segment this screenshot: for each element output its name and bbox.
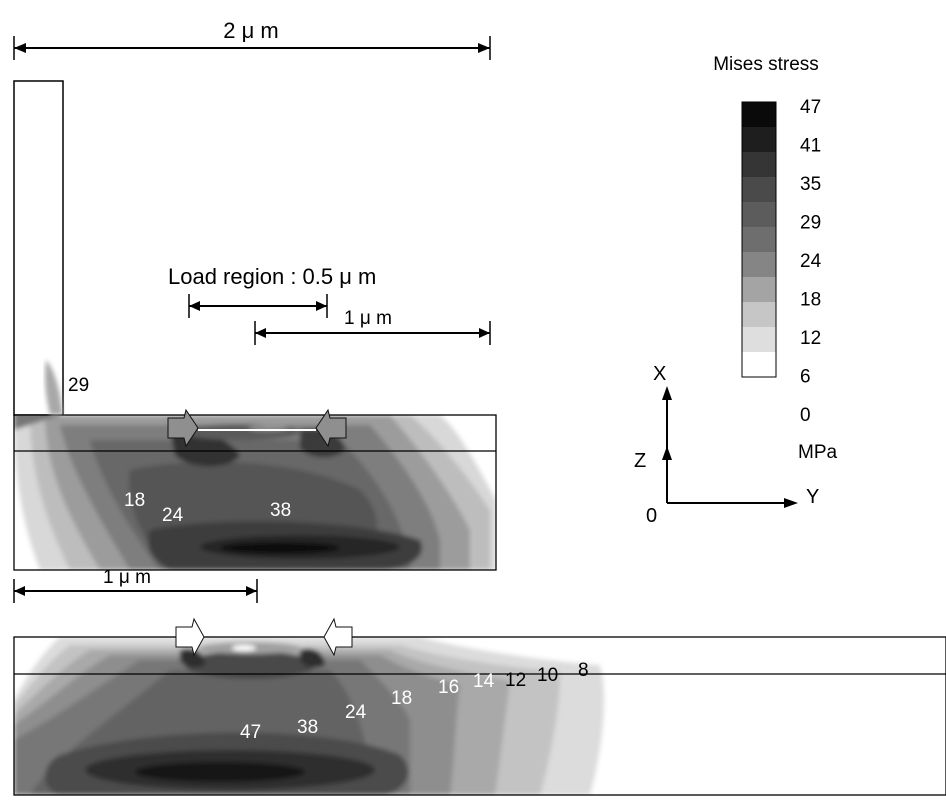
legend-tick-label: 35	[800, 174, 821, 195]
y-axis-label: Y	[806, 486, 819, 508]
legend-tick-label: 29	[800, 213, 821, 234]
legend-swatch	[742, 202, 776, 228]
bottom-model: 47 38 24 18 16 14 12 10 8	[13, 617, 946, 796]
bottom-stress-contours	[14, 637, 946, 795]
coordinate-axes: X Z Y 0	[634, 363, 819, 527]
bottom-span-label: 1 μ m	[103, 567, 151, 588]
load-region-label: Load region : 0.5 μ m	[168, 264, 376, 289]
legend-tick-label: 12	[800, 328, 821, 349]
legend-swatch	[742, 277, 776, 303]
legend-tick-label: 47	[800, 97, 821, 118]
label-16: 16	[438, 677, 459, 698]
label-18-bottom: 18	[391, 688, 412, 709]
label-47: 47	[240, 722, 261, 743]
right-span-dimension: 1 μ m	[254, 308, 491, 345]
z-axis-label: Z	[634, 450, 646, 472]
stress-legend: Mises stress 47 41 35 29 24 18 12 6 0 MPa	[713, 54, 837, 463]
legend-swatch	[742, 252, 776, 278]
top-width-label: 2 μ m	[223, 18, 278, 43]
legend-tick-labels: 47 41 35 29 24 18 12 6 0	[800, 97, 822, 426]
label-38: 38	[270, 500, 291, 521]
label-18: 18	[124, 490, 145, 511]
label-8: 8	[578, 660, 589, 681]
bottom-slab-outline	[13, 636, 946, 796]
legend-title: Mises stress	[713, 54, 819, 75]
label-24-bottom: 24	[345, 702, 367, 723]
legend-swatch	[742, 177, 776, 203]
top-width-dimension: 2 μ m	[13, 18, 491, 60]
y-axis-arrow	[784, 498, 798, 508]
legend-swatch	[742, 302, 776, 328]
legend-swatch	[742, 102, 776, 128]
label-38-bottom: 38	[297, 717, 318, 738]
x-axis-label: X	[653, 363, 666, 385]
right-load-arrow-bottom	[323, 617, 353, 657]
label-29: 29	[68, 375, 89, 396]
legend-outline	[741, 101, 777, 378]
load-region-dimension: Load region : 0.5 μ m	[168, 264, 376, 318]
z-axis-arrow	[662, 446, 672, 460]
label-12: 12	[505, 670, 526, 691]
x-axis-arrow	[662, 386, 672, 400]
top-stress-contours	[14, 415, 496, 570]
label-14: 14	[473, 671, 495, 692]
legend-unit: MPa	[798, 442, 838, 463]
top-load-arrows	[167, 408, 347, 448]
vertical-column	[13, 80, 64, 416]
right-load-arrow	[315, 408, 347, 448]
bottom-load-arrows	[175, 617, 353, 657]
legend-swatch	[742, 227, 776, 253]
label-10: 10	[537, 665, 558, 686]
legend-tick-label: 6	[800, 367, 811, 388]
legend-swatch	[742, 352, 776, 378]
left-load-arrow	[167, 408, 199, 448]
top-slab-outline	[13, 414, 497, 571]
top-model: 29 18 24 38	[13, 80, 497, 571]
legend-swatch	[742, 327, 776, 353]
origin-label: 0	[646, 505, 657, 527]
bottom-span-dimension: 1 μ m	[13, 567, 258, 603]
label-24: 24	[162, 505, 184, 526]
legend-swatch	[742, 152, 776, 178]
legend-tick-label: 18	[800, 290, 821, 311]
legend-tick-label: 0	[800, 405, 811, 426]
legend-swatch	[742, 127, 776, 153]
left-load-arrow-bottom	[175, 617, 205, 657]
legend-tick-label: 24	[800, 251, 822, 272]
legend-tick-label: 41	[800, 136, 821, 157]
legend-colorbar	[741, 101, 777, 378]
right-span-label: 1 μ m	[344, 308, 392, 329]
